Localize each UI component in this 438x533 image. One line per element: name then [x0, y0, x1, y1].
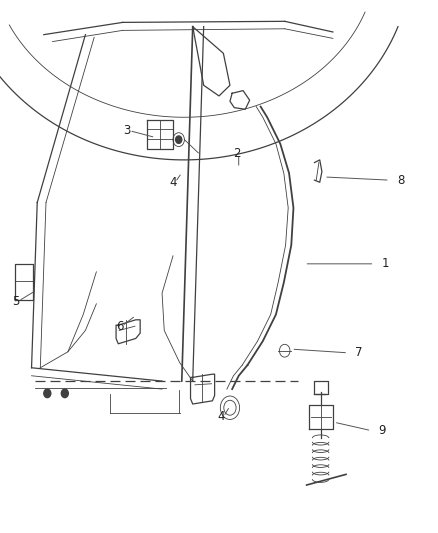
Circle shape: [61, 389, 68, 398]
Text: 7: 7: [355, 346, 363, 359]
Text: 2: 2: [233, 147, 240, 160]
Text: 3: 3: [124, 124, 131, 137]
Text: 4: 4: [217, 410, 225, 423]
Circle shape: [44, 389, 51, 398]
Text: 5: 5: [13, 295, 20, 308]
Text: 4: 4: [169, 176, 177, 189]
Circle shape: [176, 136, 182, 143]
Text: 1: 1: [381, 257, 389, 270]
Text: 9: 9: [378, 424, 386, 437]
Text: 8: 8: [397, 174, 404, 187]
Text: 6: 6: [116, 320, 124, 333]
